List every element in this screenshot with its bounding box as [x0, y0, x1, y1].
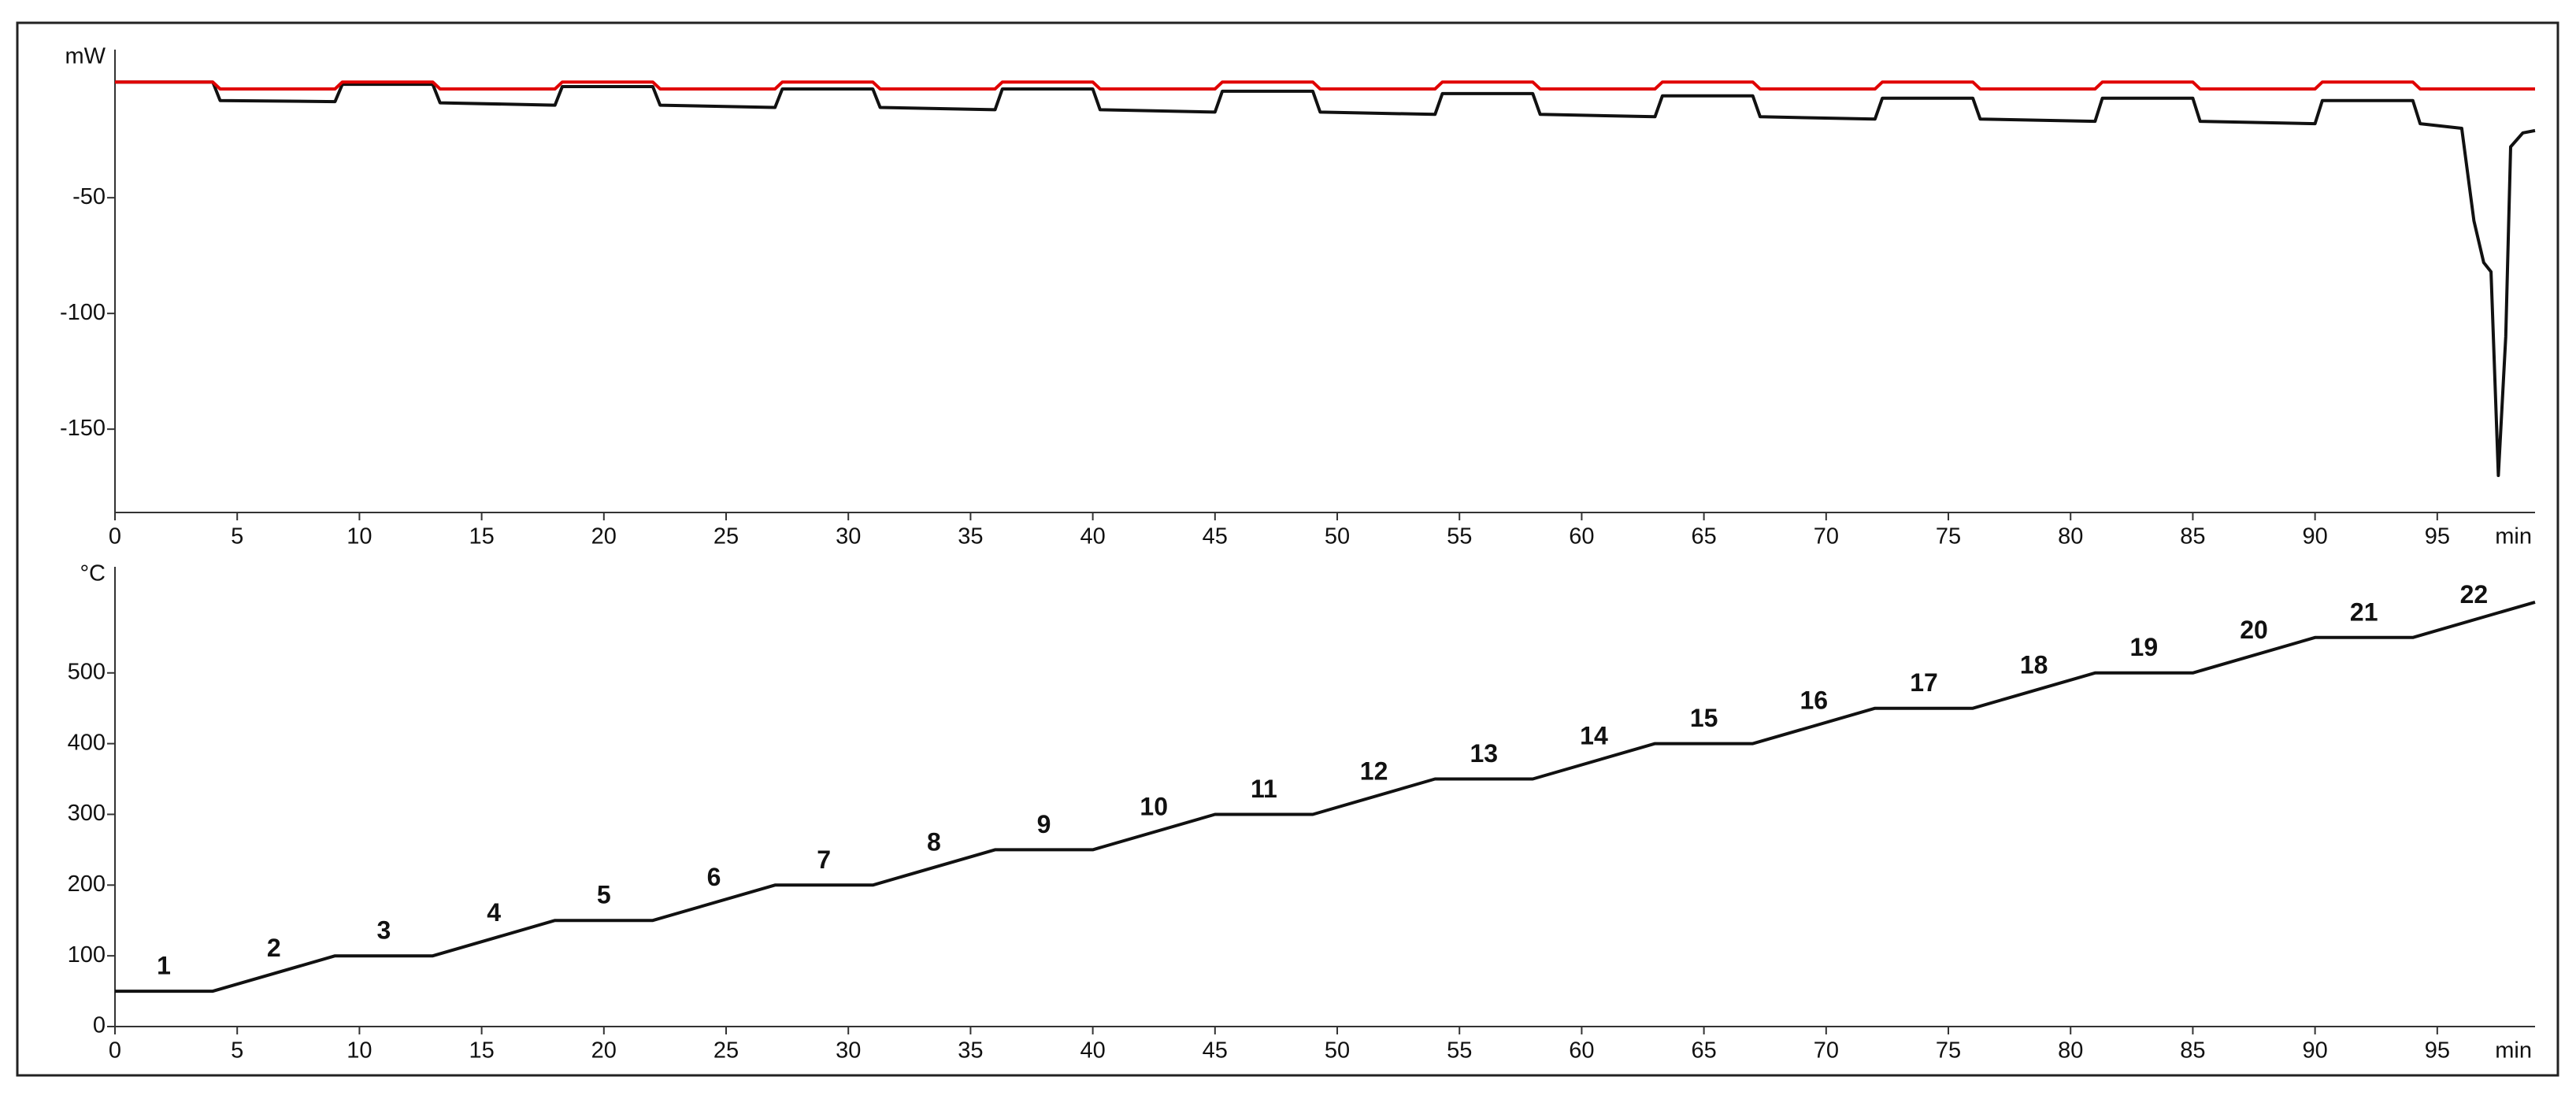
x-tick-label: 15 — [469, 524, 494, 549]
x-tick-label: 70 — [1814, 524, 1839, 549]
x-tick-label: 25 — [713, 524, 739, 549]
segment-label: 4 — [487, 898, 501, 927]
x-tick-label: 80 — [2058, 524, 2083, 549]
segment-label: 15 — [1690, 704, 1718, 732]
segment-label: 19 — [2130, 633, 2159, 661]
x-tick-label: 30 — [836, 1038, 861, 1064]
y-tick-label: 100 — [68, 942, 106, 968]
y-tick-label: 300 — [68, 801, 106, 826]
x-tick-label: 60 — [1569, 1038, 1594, 1064]
y-tick-label: 400 — [68, 730, 106, 755]
segment-label: 10 — [1140, 792, 1168, 820]
x-tick-label: 20 — [591, 1038, 617, 1064]
x-tick-label: 45 — [1203, 524, 1228, 549]
data-line — [115, 80, 2536, 477]
x-tick-label: 65 — [1691, 524, 1716, 549]
x-tick-label: 45 — [1203, 1038, 1228, 1064]
y-unit: mW — [65, 44, 106, 69]
x-tick-label: 15 — [469, 1038, 494, 1064]
x-tick-label: 80 — [2058, 1038, 2083, 1064]
segment-label: 6 — [707, 863, 721, 891]
x-tick-label: 50 — [1325, 1038, 1350, 1064]
x-tick-label: 55 — [1447, 524, 1472, 549]
x-tick-label: 65 — [1691, 1038, 1716, 1064]
x-tick-label: 75 — [1936, 1038, 1961, 1064]
x-tick-label: 70 — [1814, 1038, 1839, 1064]
segment-label: 17 — [1910, 668, 1938, 697]
y-tick-label: 0 — [93, 1013, 106, 1038]
segment-label: 5 — [597, 881, 611, 909]
segment-label: 11 — [1251, 775, 1277, 803]
segment-label: 8 — [927, 827, 941, 856]
y-tick-label: -50 — [72, 184, 106, 209]
y-unit: °C — [80, 561, 106, 586]
segment-label: 12 — [1360, 757, 1388, 785]
y-tick-label: 500 — [68, 659, 106, 684]
segment-label: 18 — [2020, 651, 2048, 679]
x-tick-label: 10 — [347, 524, 372, 549]
x-tick-label: 75 — [1936, 524, 1961, 549]
segment-label: 22 — [2460, 580, 2489, 609]
x-tick-label: 95 — [2425, 1038, 2450, 1064]
segment-label: 20 — [2240, 616, 2268, 644]
x-tick-label: 10 — [347, 1038, 372, 1064]
segment-label: 9 — [1037, 810, 1051, 838]
x-tick-label: 90 — [2303, 524, 2328, 549]
x-tick-label: 85 — [2180, 1038, 2205, 1064]
x-tick-label: 20 — [591, 524, 617, 549]
segment-label: 14 — [1580, 722, 1608, 750]
segment-label: 3 — [377, 916, 391, 945]
x-tick-label: 5 — [231, 1038, 243, 1064]
x-unit: min — [2495, 1038, 2532, 1064]
x-tick-label: 40 — [1080, 1038, 1105, 1064]
x-tick-label: 95 — [2425, 524, 2450, 549]
x-tick-label: 60 — [1569, 524, 1594, 549]
x-tick-label: 25 — [713, 1038, 739, 1064]
segment-label: 13 — [1470, 739, 1498, 768]
segment-label: 7 — [817, 845, 831, 874]
x-tick-label: 30 — [836, 524, 861, 549]
x-tick-label: 50 — [1325, 524, 1350, 549]
segment-label: 16 — [1800, 686, 1829, 715]
x-tick-label: 40 — [1080, 524, 1105, 549]
x-tick-label: 0 — [109, 524, 121, 549]
x-tick-label: 5 — [231, 524, 243, 549]
x-unit: min — [2495, 524, 2532, 549]
y-tick-label: 200 — [68, 871, 106, 897]
data-line — [115, 80, 2535, 91]
segment-label: 21 — [2350, 598, 2378, 626]
segment-label: 2 — [267, 934, 281, 962]
x-tick-label: 35 — [958, 1038, 983, 1064]
x-tick-label: 0 — [109, 1038, 121, 1064]
x-tick-label: 85 — [2180, 524, 2205, 549]
y-tick-label: -100 — [60, 300, 106, 325]
segment-label: 1 — [157, 952, 171, 980]
y-tick-label: -150 — [60, 416, 106, 441]
x-tick-label: 35 — [958, 524, 983, 549]
x-tick-label: 90 — [2303, 1038, 2328, 1064]
frame — [16, 21, 2559, 1077]
data-line — [115, 600, 2536, 993]
x-tick-label: 55 — [1447, 1038, 1472, 1064]
